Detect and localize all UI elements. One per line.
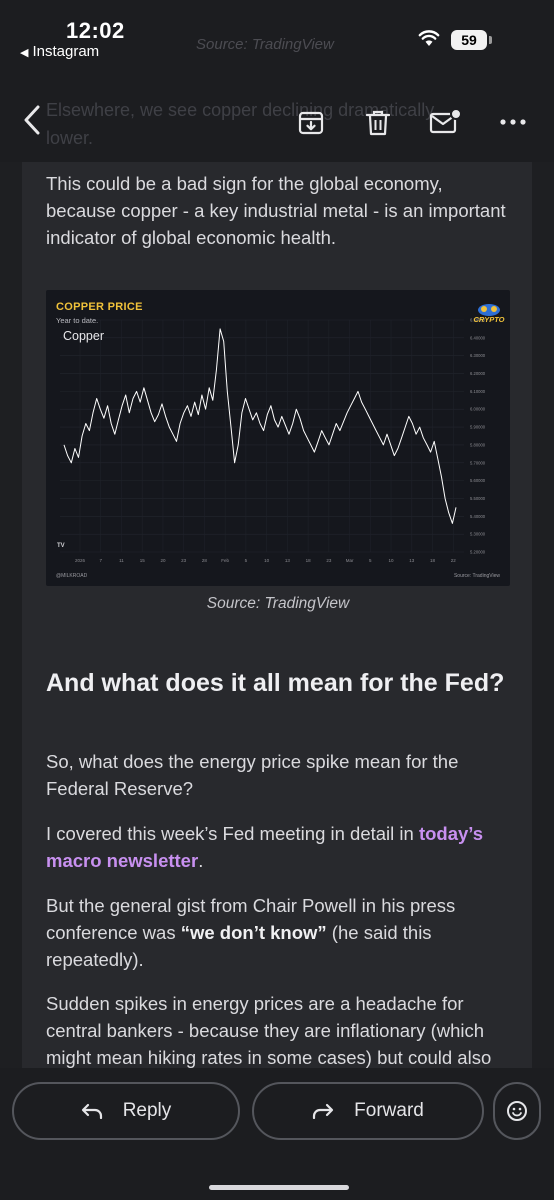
copper-price-chart: 6.50000 6.40000 6.30000 6.20000 6.10000 6.000…	[46, 290, 510, 586]
y-tick-label: 5.70000	[470, 460, 486, 465]
delete-button[interactable]	[361, 106, 395, 140]
paragraph: Sudden spikes in energy prices are a hea…	[46, 993, 492, 1068]
emoji-reaction-button[interactable]	[493, 1082, 541, 1140]
y-tick-label: 5.80000	[470, 442, 486, 447]
x-tick-label: Mar	[346, 558, 354, 563]
x-tick-label: 5	[245, 558, 248, 563]
x-tick-label: 28	[202, 558, 208, 563]
home-indicator	[209, 1185, 349, 1190]
x-tick-label: 5	[369, 558, 372, 563]
chart-series-label: Copper	[63, 329, 104, 343]
battery-cap	[489, 36, 492, 44]
copper-price-line	[63, 328, 457, 524]
paragraph-text: But the general gist from Chair Powell i…	[46, 895, 456, 943]
mail-unread-icon	[429, 108, 462, 134]
x-tick-label: 23	[326, 558, 332, 563]
y-tick-label: 5.30000	[470, 532, 486, 537]
email-body[interactable]: This could be a bad sign for the global …	[22, 162, 532, 1068]
x-tick-label: 10	[389, 558, 395, 563]
x-tick-label: 11	[119, 558, 124, 563]
y-tick-label: 6.50000	[470, 318, 486, 323]
x-tick-label: 13	[285, 558, 291, 563]
tradingview-logo: TV	[57, 543, 65, 549]
x-tick-label: 13	[409, 558, 415, 563]
more-options-button[interactable]	[496, 110, 530, 134]
paragraph-text: I covered this week’s Fed meeting in det…	[46, 823, 419, 844]
wifi-icon	[418, 30, 440, 46]
crypto-logo-text: CRYPTO	[473, 315, 505, 324]
section-heading: And what does it all mean for the Fed?	[46, 669, 505, 697]
x-tick-label: 18	[306, 558, 312, 563]
reply-arrow-icon	[81, 1103, 102, 1119]
y-tick-label: 5.40000	[470, 514, 486, 519]
faded-caption-behind: Source: TradingView	[196, 36, 334, 53]
x-tick-label: 20	[160, 558, 166, 563]
paragraph: So, what does the energy price spike mea…	[46, 751, 459, 799]
email-toolbar: Elsewhere, we see copper declining drama…	[0, 74, 554, 162]
chart-title: COPPER PRICE	[56, 301, 143, 313]
x-tick-label: 23	[181, 558, 187, 563]
y-tick-label: 6.10000	[470, 389, 486, 394]
chart-subtitle: Year to date.	[56, 316, 99, 325]
crypto-logo-icon	[478, 304, 500, 316]
macro-newsletter-link[interactable]: today’s macro newsletter	[46, 823, 484, 871]
status-bar: 12:02 ◀ Instagram 59	[0, 0, 554, 74]
y-tick-label: 5.60000	[470, 478, 486, 483]
x-tick-label: 22	[451, 558, 457, 563]
image-caption: Source: TradingView	[206, 595, 350, 612]
y-tick-label: 5.90000	[470, 425, 486, 430]
smiley-icon	[507, 1101, 527, 1121]
faded-text-line: lower.	[46, 128, 94, 148]
trash-icon	[366, 110, 390, 136]
paragraph: I covered this week’s Fed meeting in det…	[46, 820, 512, 874]
reply-button[interactable]: Reply	[12, 1082, 240, 1140]
x-tick-label: 7	[99, 558, 102, 563]
y-tick-label: 6.30000	[470, 353, 486, 358]
archive-button[interactable]	[294, 106, 328, 140]
y-tick-label: 5.20000	[470, 550, 486, 555]
paragraph: But the general gist from Chair Powell i…	[46, 892, 512, 973]
x-tick-label: 10	[264, 558, 270, 563]
forward-button[interactable]: Forward	[252, 1082, 484, 1140]
y-tick-label: 6.20000	[470, 371, 486, 376]
archive-icon	[298, 111, 324, 135]
back-to-instagram-link[interactable]: ◀ Instagram	[20, 43, 100, 60]
back-triangle-icon: ◀	[20, 47, 29, 59]
back-arrow-icon	[24, 105, 40, 135]
paragraph-text: (he said this repeatedly).	[46, 922, 432, 970]
forward-label: Forward	[354, 1100, 424, 1121]
chart-handle: @MILKROAD	[56, 573, 88, 579]
y-tick-label: 6.00000	[470, 407, 486, 412]
emphasis-quote: “we don’t know”	[180, 922, 327, 943]
y-tick-label: 6.40000	[470, 335, 486, 340]
faded-text-line: Elsewhere, we see copper declining drama…	[46, 100, 435, 120]
forward-arrow-icon	[313, 1103, 334, 1119]
back-button[interactable]	[14, 102, 50, 138]
reply-label: Reply	[122, 1100, 172, 1121]
battery-indicator: 59	[451, 30, 487, 50]
x-tick-label: Feb	[221, 558, 229, 563]
mark-unread-button[interactable]	[428, 104, 464, 138]
chart-source: Source: TradingView	[453, 573, 500, 579]
y-tick-label: 5.50000	[470, 496, 486, 501]
paragraph: This could be a bad sign for the global …	[46, 173, 506, 248]
x-tick-label: 18	[430, 558, 436, 563]
reply-bar: Reply Forward	[0, 1068, 554, 1200]
x-tick-label: 15	[140, 558, 146, 563]
x-tick-label: 2026	[75, 558, 86, 563]
clock: 12:02	[66, 18, 125, 43]
more-icon	[500, 119, 526, 125]
chart-canvas: 6.50000 6.40000 6.30000 6.20000 6.10000 6.000…	[60, 318, 486, 563]
paragraph-text: .	[198, 850, 204, 871]
